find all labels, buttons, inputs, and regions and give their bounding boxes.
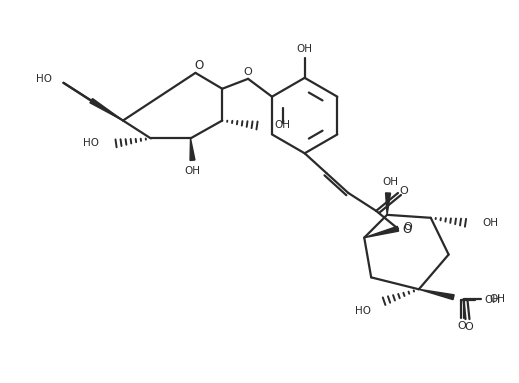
Polygon shape [364, 226, 399, 238]
Text: OH: OH [382, 177, 398, 187]
Text: HO: HO [355, 306, 371, 316]
Text: O: O [403, 222, 412, 232]
Polygon shape [190, 138, 195, 160]
Text: OH: OH [482, 218, 498, 228]
Text: OH: OH [489, 294, 506, 304]
Polygon shape [419, 289, 454, 300]
Text: O: O [464, 322, 473, 332]
Text: O: O [400, 186, 408, 196]
Text: O: O [195, 59, 204, 72]
Text: OH: OH [297, 44, 312, 54]
Text: OH: OH [184, 166, 200, 176]
Polygon shape [90, 98, 123, 121]
Text: O: O [402, 223, 411, 236]
Text: O: O [244, 67, 252, 77]
Polygon shape [386, 193, 390, 215]
Text: OH: OH [274, 121, 290, 131]
Text: HO: HO [35, 74, 51, 84]
Text: HO: HO [83, 138, 99, 148]
Text: O: O [457, 321, 466, 331]
Text: OH: OH [484, 295, 500, 305]
